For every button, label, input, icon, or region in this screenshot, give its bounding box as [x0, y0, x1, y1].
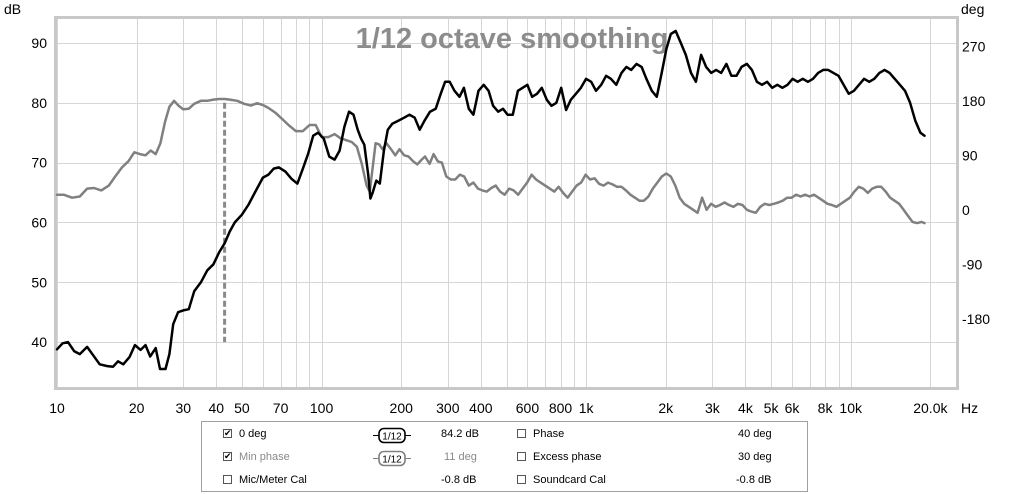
legend-checkbox-mic-cal[interactable] [223, 475, 232, 484]
legend-label-soundcard-cal: Soundcard Cal [533, 474, 606, 486]
y-right-tick-label: 0 [962, 202, 970, 218]
chart-title: 1/12 octave smoothing [356, 23, 669, 55]
x-tick-label: 400 [469, 400, 493, 416]
legend-checkbox-0-deg[interactable]: ✔ [223, 428, 232, 438]
x-tick-label: 30 [175, 400, 191, 416]
y-left-tick-label: 60 [31, 214, 47, 230]
series-line-min-phase [55, 97, 926, 225]
legend-checkbox-phase[interactable] [517, 429, 526, 438]
legend-row-mic-cal: Mic/Meter Cal -0.8 dB Soundcard Cal -0.8… [202, 473, 807, 493]
legend-value-min-phase: 11 deg [444, 451, 477, 463]
legend-label-0-deg: 0 deg [239, 428, 267, 440]
y-left-tick-label: 90 [31, 35, 47, 51]
y-left-tick-label: 70 [31, 155, 47, 171]
legend-checkbox-min-phase[interactable]: ✔ [223, 451, 232, 461]
x-tick-label: 70 [273, 400, 289, 416]
y-left-axis-label: dB [4, 1, 21, 17]
x-tick-label: 40 [208, 400, 224, 416]
y-right-axis-label: deg [961, 1, 984, 17]
legend-value-soundcard-cal: -0.8 dB [736, 474, 772, 486]
x-tick-label: 3k [705, 400, 721, 416]
smoothing-label: 1/12 [382, 432, 402, 443]
x-tick-label: 4k [738, 400, 754, 416]
x-tick-label: 1k [579, 400, 595, 416]
x-tick-label: 5k [764, 400, 780, 416]
y-left-tick-labels: 40 50 60 70 80 90 [31, 35, 47, 350]
x-tick-label: 600 [516, 400, 540, 416]
y-right-tick-label: -90 [962, 256, 982, 272]
legend-label-phase: Phase [533, 428, 565, 440]
legend-label-min-phase: Min phase [239, 451, 290, 463]
y-left-tick-label: 80 [31, 95, 47, 111]
legend-label-excess-phase: Excess phase [533, 451, 602, 463]
legend-label-mic-cal: Mic/Meter Cal [239, 474, 307, 486]
y-left-tick-label: 40 [31, 334, 47, 350]
x-tick-label: 800 [549, 400, 573, 416]
x-axis-unit: Hz [961, 400, 978, 416]
y-left-tick-label: 50 [31, 274, 47, 290]
legend-smoothing-0-deg[interactable]: 1/12 [373, 427, 411, 447]
legend-checkbox-excess-phase[interactable] [517, 452, 526, 461]
y-right-tick-label: 270 [962, 38, 986, 54]
legend-checkbox-soundcard-cal[interactable] [517, 475, 526, 484]
y-right-tick-label: 180 [962, 93, 986, 109]
legend-value-mic-cal: -0.8 dB [441, 474, 477, 486]
smoothing-icon: 1/12 [373, 450, 411, 467]
legend-row-0-deg: ✔ 0 deg 1/12 84.2 dB Phase 40 deg [202, 427, 807, 447]
x-tick-label: 20.0k [913, 400, 948, 416]
x-tick-label: 100 [310, 400, 334, 416]
legend-panel: ✔ 0 deg 1/12 84.2 dB Phase 40 deg ✔ Min … [201, 421, 808, 492]
plot-frame [54, 16, 959, 390]
smoothing-icon: 1/12 [373, 427, 411, 444]
grid [57, 19, 956, 387]
x-tick-label: 8k [818, 400, 834, 416]
x-tick-label: 20 [129, 400, 145, 416]
legend-row-min-phase: ✔ Min phase 1/12 11 deg Excess phase 30 … [202, 450, 807, 470]
chart: 1/12 octave smoothing dB deg Hz 40 50 60 70… [4, 1, 990, 416]
x-tick-label: 6k [785, 400, 801, 416]
x-tick-label: 10 [49, 400, 65, 416]
x-tick-label: 300 [436, 400, 460, 416]
x-tick-label: 200 [390, 400, 414, 416]
series-line-0-deg [55, 29, 926, 371]
series-lines [55, 29, 926, 371]
smoothing-label: 1/12 [382, 455, 402, 466]
y-right-tick-label: -180 [962, 311, 990, 327]
legend-value-excess-phase: 30 deg [738, 451, 772, 463]
legend-value-0-deg: 84.2 dB [441, 428, 479, 440]
legend-value-phase: 40 deg [738, 428, 772, 440]
legend-smoothing-min-phase[interactable]: 1/12 [373, 450, 411, 470]
x-tick-label: 50 [234, 400, 250, 416]
x-tick-label: 10k [839, 400, 863, 416]
x-tick-label: 2k [658, 400, 674, 416]
x-tick-labels: 10 20 30 40 50 70 100 200 300 400 600 800 1k 2k 3k 4k 5k… [49, 400, 948, 416]
y-right-tick-label: 90 [962, 147, 978, 163]
y-right-tick-labels: -180 -90 0 90 180 270 [962, 38, 990, 327]
